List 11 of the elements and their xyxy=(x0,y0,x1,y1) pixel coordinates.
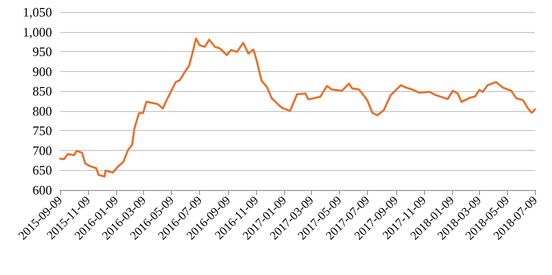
y-tick-label: 750 xyxy=(32,123,52,138)
y-tick-label: 1,000 xyxy=(22,24,52,40)
y-tick-label: 1,050 xyxy=(22,4,52,20)
y-tick-label: 600 xyxy=(32,182,52,198)
y-tick-label: 950 xyxy=(32,44,52,60)
y-tick-label: 900 xyxy=(32,64,52,79)
y-tick-label: 700 xyxy=(32,142,52,158)
y-tick-label: 650 xyxy=(32,162,52,178)
y-tick-label: 850 xyxy=(32,84,52,99)
line-series xyxy=(59,38,536,178)
y-tick-label: 800 xyxy=(32,103,52,118)
